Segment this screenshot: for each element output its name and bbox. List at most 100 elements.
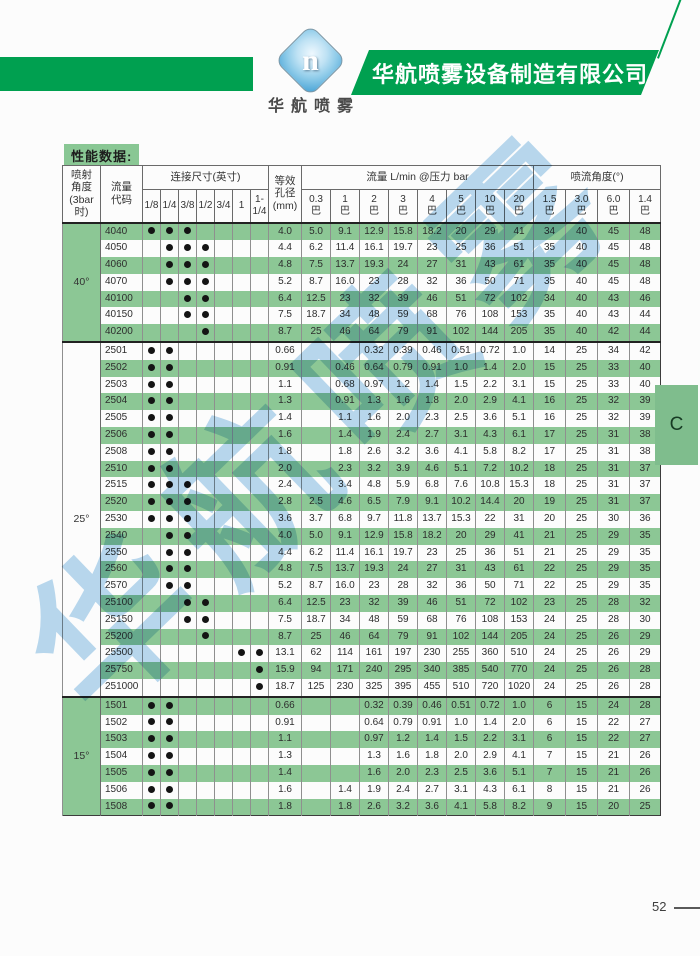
flow-rate-cell: 0.46 [417,695,447,715]
flow-rate-cell: 9.7 [359,511,389,528]
spray-flow-angle-cell: 15 [565,731,598,749]
flow-rate-cell: 61 [504,257,534,274]
orifice-diameter-cell: 2.0 [268,460,302,478]
flow-rate-cell: 2.0 [446,748,476,765]
spray-flow-angle-cell: 15 [565,798,598,816]
availability-dot-icon [148,718,155,726]
flow-rate-cell: 18.2 [417,527,447,545]
spray-flow-angle-cell: 35 [533,324,566,343]
pressure-header: 5 巴 [446,189,477,223]
connection-size-cell [142,477,161,495]
flow-rate-cell: 4.3 [475,427,505,444]
connection-size-cell [232,511,251,528]
flow-rate-cell: 1.5 [446,376,476,394]
flow-rate-cell: 13.7 [330,561,360,579]
connection-size-cell [196,765,215,782]
availability-dot-icon [202,260,209,268]
connection-size-cell [196,477,215,495]
flow-rate-cell [330,731,360,749]
connection-size-cell [249,307,269,325]
table-row: 1508 1.8 1.8 2.6 3.2 3.6 4.1 5.8 8.2 9 15 20 25 [63,798,661,816]
connection-size-cell [178,221,197,241]
spray-flow-angle-cell: 28 [629,679,661,697]
flow-rate-cell: 19.7 [388,240,418,258]
flow-rate-cell: 50 [475,578,505,596]
flow-rate-cell: 50 [475,273,505,291]
connection-size-cell [142,376,161,394]
connection-size-cell [214,273,233,291]
flow-code-cell: 2503 [100,376,143,394]
connection-size-cell [232,561,251,579]
spray-flow-angle-cell: 25 [565,595,598,612]
orifice-diameter-cell: 6.4 [268,595,302,612]
connection-size-cell [249,494,269,512]
connection-size-cell [160,443,179,461]
connection-size-cell [232,273,251,291]
connection-size-cell [142,427,161,444]
orifice-diameter-cell: 0.66 [268,341,302,360]
flow-rate-cell: 19.3 [359,257,389,274]
spray-flow-angle-cell: 18 [533,477,566,495]
flow-rate-cell: 4.1 [504,748,534,765]
spray-flow-angle-cell: 21 [597,781,630,799]
availability-dot-icon [202,328,209,336]
spray-flow-angle-cell: 39 [629,393,661,411]
availability-dot-icon [184,582,191,590]
connection-size-cell [249,393,269,411]
connection-size-cell [178,679,197,697]
connection-size-cell [142,645,161,663]
performance-table: 喷射 角度 (3bar 时) 流量 代码 连接尺寸(英寸) 等效 孔径 (mm)… [62,165,662,817]
spray-flow-angle-cell: 25 [565,527,598,545]
spray-flow-angle-cell: 25 [565,393,598,411]
flow-rate-cell: 46 [417,595,447,612]
flow-rate-cell: 25 [446,240,476,258]
spray-flow-angle-cell: 25 [565,578,598,596]
connection-size-cell [249,679,269,697]
connection-size-cell [142,595,161,612]
flow-rate-cell: 4.1 [504,393,534,411]
flow-rate-cell: 0.97 [359,376,389,394]
flow-rate-cell [301,460,331,478]
flow-rate-cell: 230 [417,645,447,663]
spray-flow-angle-cell: 34 [533,221,566,241]
connection-size-cell [196,494,215,512]
spray-flow-angle-cell: 8 [533,781,566,799]
flow-rate-cell: 2.6 [359,443,389,461]
availability-dot-icon [184,294,191,302]
spray-flow-angle-cell: 32 [597,393,630,411]
connection-size-cell [214,578,233,596]
conn-size-header: 3/8 [178,189,197,223]
flow-rate-cell: 23 [359,578,389,596]
flow-code-cell: 2570 [100,578,143,596]
connection-size-cell [232,679,251,697]
flow-rate-cell [301,341,331,360]
flow-rate-cell [301,427,331,444]
availability-dot-icon [148,380,155,388]
spray-flow-angle-cell: 26 [629,781,661,799]
flow-rate-cell: 1020 [504,679,534,697]
availability-dot-icon [256,649,263,657]
spray-flow-angle-cell: 25 [565,427,598,444]
connection-size-cell [178,645,197,663]
connection-size-cell [142,307,161,325]
connection-size-cell [249,611,269,629]
availability-dot-icon [148,227,155,235]
flow-rate-cell: 197 [388,645,418,663]
connection-size-cell [214,393,233,411]
flow-rate-cell: 27 [417,257,447,274]
flow-rate-cell: 19.7 [388,544,418,562]
flow-rate-cell: 0.79 [388,359,418,377]
spray-flow-angle-cell: 31 [597,494,630,512]
pressure-header: 3 巴 [388,189,419,223]
connection-size-cell [214,695,233,715]
availability-dot-icon [256,666,263,674]
connection-size-cell [249,561,269,579]
table-row: 40150 7.5 18.7 34 48 59 68 76 108 153 35 40 43 44 [63,307,661,325]
orifice-diameter-cell: 4.0 [268,527,302,545]
flow-rate-cell: 23 [417,240,447,258]
flow-rate-cell: 3.4 [330,477,360,495]
connection-size-cell [232,221,251,241]
table-row: 2505 1.4 1.1 1.6 2.0 2.3 2.5 3.6 5.1 16 25 32 39 [63,410,661,428]
spray-flow-angle-cell: 25 [565,561,598,579]
header-spray-angle: 喷射 角度 (3bar 时) [62,165,101,223]
